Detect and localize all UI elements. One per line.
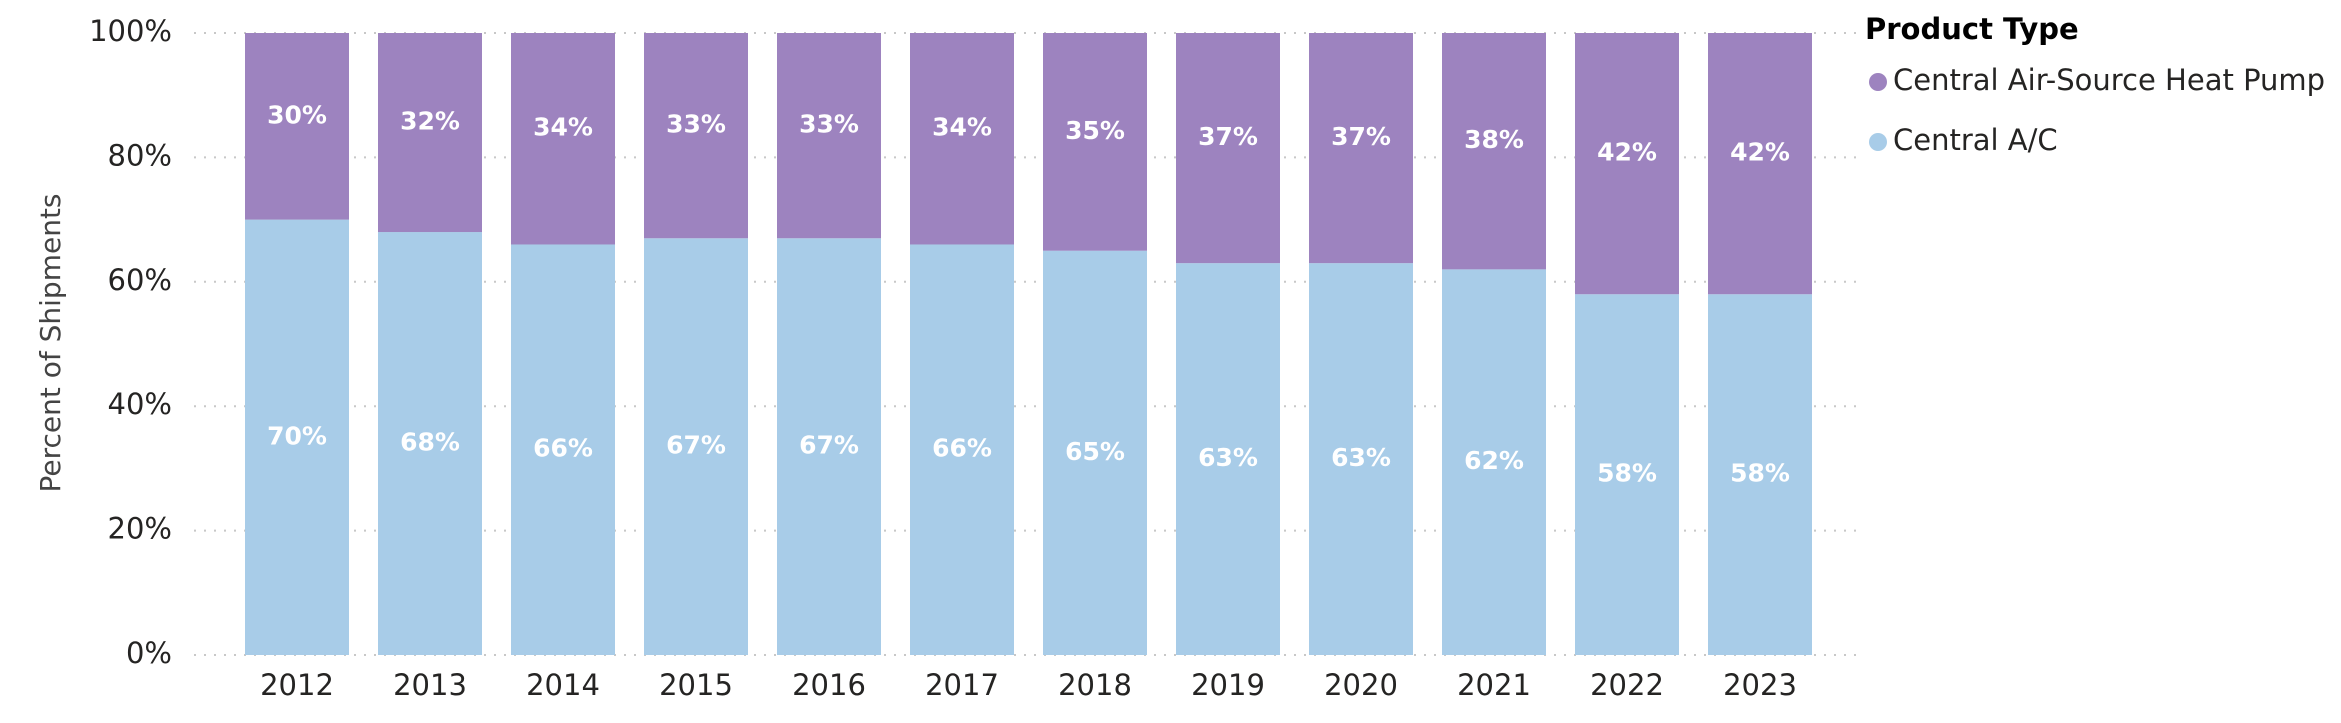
x-tick-label: 2019 — [1191, 668, 1265, 702]
bar-segment — [1309, 263, 1413, 655]
data-label: 68% — [400, 428, 460, 457]
data-label: 38% — [1464, 125, 1524, 154]
data-label: 34% — [533, 113, 593, 142]
y-tick-label: 80% — [108, 138, 172, 172]
data-label: 66% — [932, 434, 992, 463]
data-label: 67% — [666, 431, 726, 460]
legend-title: Product Type — [1865, 12, 2079, 46]
bar-segment — [910, 244, 1014, 656]
y-tick-label: 20% — [108, 512, 172, 546]
legend-label: Central A/C — [1893, 123, 2058, 157]
bar-segment — [644, 33, 748, 239]
x-tick-label: 2022 — [1590, 668, 1664, 702]
legend-marker — [1869, 73, 1887, 91]
data-label: 42% — [1730, 138, 1790, 167]
data-label: 58% — [1730, 459, 1790, 488]
data-label: 63% — [1331, 443, 1391, 472]
legend-marker — [1869, 133, 1887, 151]
data-label: 67% — [799, 431, 859, 460]
x-tick-label: 2016 — [792, 668, 866, 702]
data-label: 37% — [1198, 122, 1258, 151]
x-tick-label: 2020 — [1324, 668, 1398, 702]
bar-segment — [777, 33, 881, 239]
data-label: 70% — [267, 421, 327, 450]
bar-segment — [245, 219, 349, 655]
data-label: 66% — [533, 434, 593, 463]
bar-segment — [1309, 33, 1413, 264]
x-tick-label: 2021 — [1457, 668, 1531, 702]
bar-segment — [1708, 294, 1812, 655]
bar-segment — [777, 238, 881, 655]
bar-segment — [1176, 33, 1280, 264]
bar-segment — [910, 33, 1014, 245]
bar-segment — [511, 33, 615, 245]
x-tick-label: 2015 — [659, 668, 733, 702]
bar-segment — [1442, 269, 1546, 655]
bar-segment — [378, 33, 482, 233]
x-tick-label: 2014 — [526, 668, 600, 702]
bar-segment — [378, 232, 482, 656]
data-label: 34% — [932, 113, 992, 142]
x-tick-label: 2017 — [925, 668, 999, 702]
bar-segment — [1575, 33, 1679, 295]
data-label: 37% — [1331, 122, 1391, 151]
x-tick-label: 2018 — [1058, 668, 1132, 702]
data-label: 58% — [1597, 459, 1657, 488]
y-tick-label: 40% — [108, 387, 172, 421]
y-tick-label: 60% — [108, 263, 172, 297]
data-label: 33% — [799, 110, 859, 139]
data-label: 35% — [1065, 116, 1125, 145]
bar-segment — [1043, 33, 1147, 251]
bar-segment — [1043, 250, 1147, 655]
data-label: 63% — [1198, 443, 1258, 472]
x-tick-label: 2023 — [1723, 668, 1797, 702]
bar-segment — [1442, 33, 1546, 270]
bar-segment — [511, 244, 615, 656]
data-label: 33% — [666, 110, 726, 139]
y-tick-label: 100% — [89, 14, 172, 48]
data-label: 42% — [1597, 138, 1657, 167]
bar-segment — [1708, 33, 1812, 295]
bar-segment — [1575, 294, 1679, 655]
data-label: 62% — [1464, 446, 1524, 475]
data-label: 65% — [1065, 437, 1125, 466]
bar-segment — [644, 238, 748, 655]
data-label: 32% — [400, 107, 460, 136]
data-label: 30% — [267, 100, 327, 129]
legend-label: Central Air-Source Heat Pump — [1893, 63, 2325, 97]
bar-segment — [245, 33, 349, 220]
bar-segment — [1176, 263, 1280, 655]
y-tick-label: 0% — [126, 636, 172, 670]
x-tick-label: 2012 — [260, 668, 334, 702]
x-tick-label: 2013 — [393, 668, 467, 702]
y-axis-title: Percent of Shipments — [34, 193, 67, 492]
